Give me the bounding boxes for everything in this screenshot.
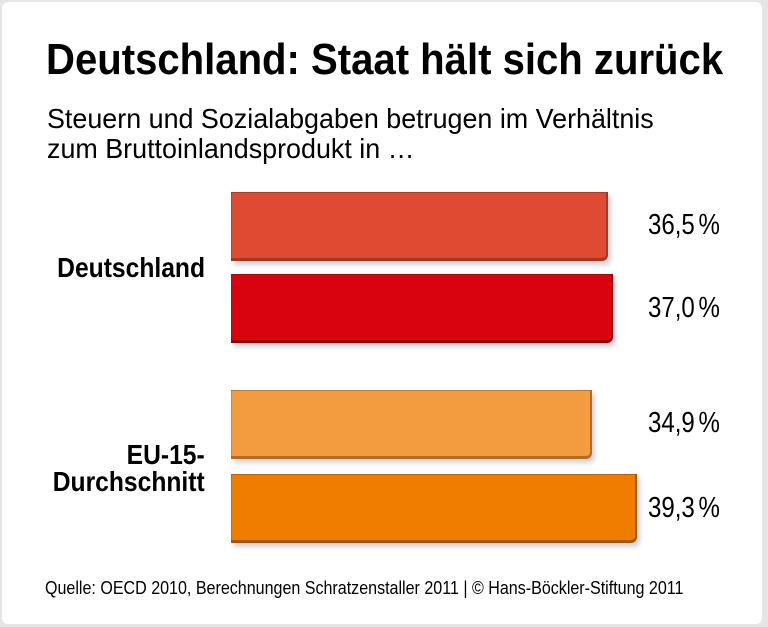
category-label-eu15: EU-15- Durchschnitt [53,439,205,497]
category-label-deutschland: Deutschland [57,252,205,284]
bar-deutschland-upper [231,191,609,261]
category-line-deutschland: Deutschland [57,252,205,284]
bar-deutschland-lower [231,274,614,343]
subtitle-line-1: Steuern und Sozialabgaben betrugen im Ve… [46,103,654,135]
chart-subtitle: Steuern und Sozialabgaben betrugen im Ve… [47,104,654,163]
subtitle-line-2: zum Bruttoinlandsprodukt in … [46,132,415,164]
source-note: Quelle: OECD 2010, Berechnungen Schratze… [45,577,684,598]
bar-eu15-lower [231,474,637,543]
category-line-eu15: EU-15- [126,439,205,471]
chart-title: Deutschland: Staat hält sich zurück [45,35,723,85]
category-line-durchschnitt: Durchschnitt [53,465,205,497]
value-label-eu15-upper: 34,9 % [648,405,720,438]
value-label-deutschland-lower: 37,0 % [648,290,720,323]
value-label-eu15-lower: 39,3 % [648,490,720,523]
bar-eu15-upper [231,389,592,459]
value-label-deutschland-upper: 36,5 % [648,207,720,240]
